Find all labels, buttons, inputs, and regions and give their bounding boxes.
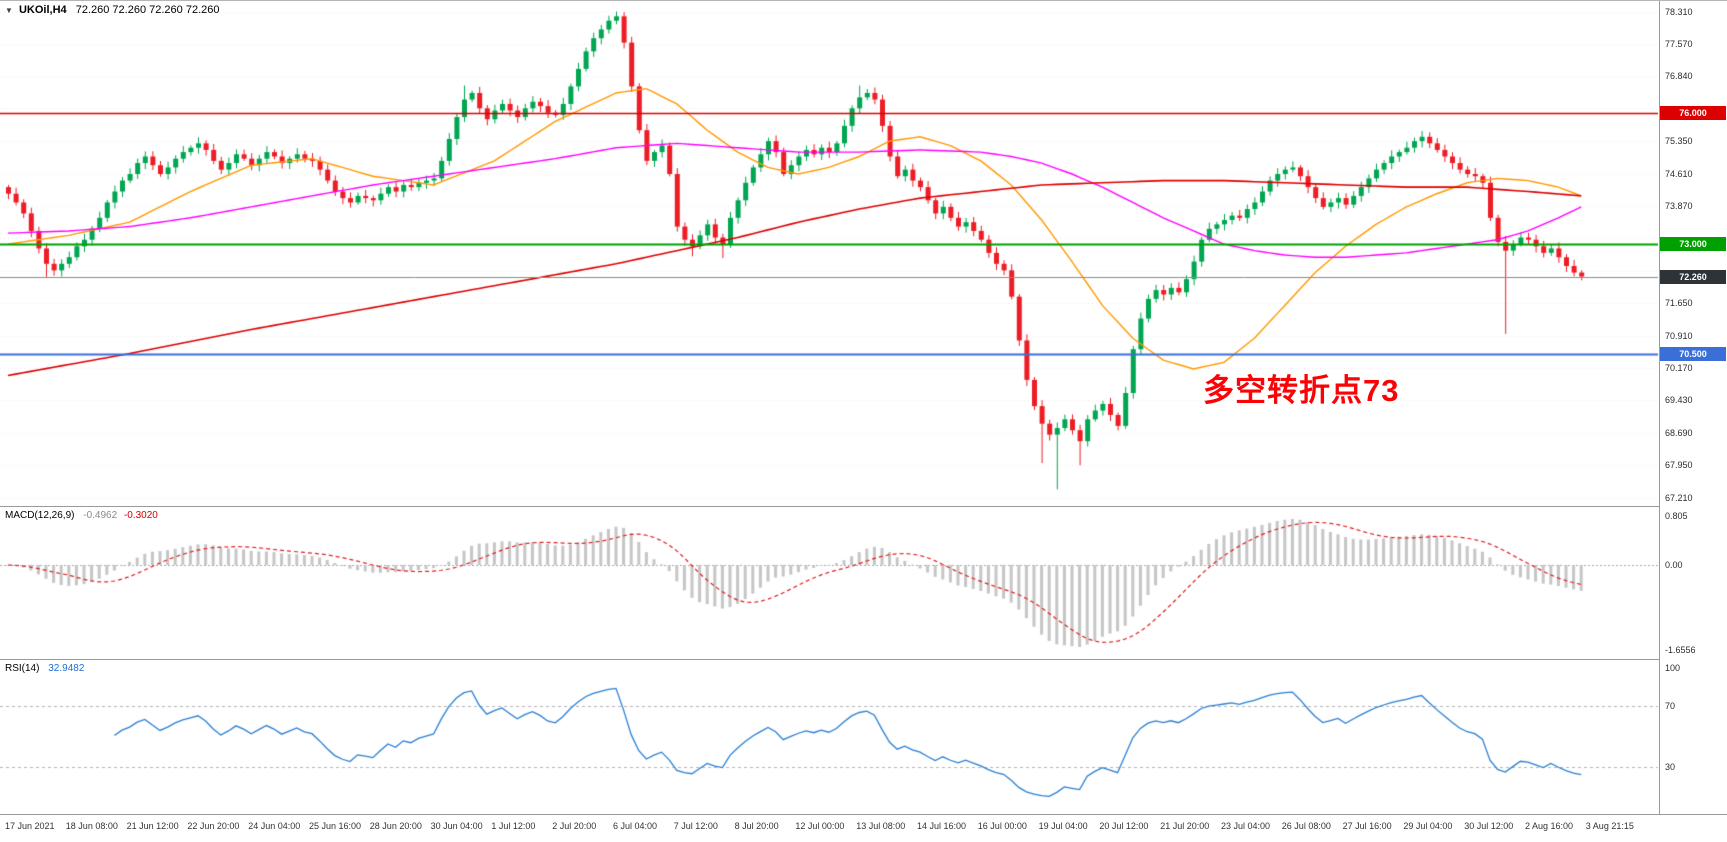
symbol-title: UKOil,H4 bbox=[18, 4, 67, 16]
time-scale[interactable]: 17 Jun 2021 18 Jun 08:00 21 Jun 12:00 22 Ju… bbox=[0, 814, 1727, 842]
price-scale[interactable]: 78.310 77.570 76.840 75.350 74.610 73.870 71.6… bbox=[1659, 1, 1727, 814]
price-tick: 68.690 bbox=[1665, 428, 1693, 438]
time-tick: 8 Jul 20:00 bbox=[734, 821, 779, 831]
time-tick: 7 Jul 12:00 bbox=[673, 821, 718, 831]
time-tick: 2 Jul 20:00 bbox=[552, 821, 597, 831]
time-tick: 6 Jul 04:00 bbox=[613, 821, 658, 831]
time-tick: 21 Jul 20:00 bbox=[1160, 821, 1210, 831]
ohlc-quotes: 72.260 72.260 72.260 72.260 bbox=[75, 4, 220, 16]
macd-panel-label: MACD(12,26,9) -0.4962 -0.3020 bbox=[5, 510, 158, 521]
time-tick: 23 Jul 04:00 bbox=[1221, 821, 1271, 831]
rsi-tick: 30 bbox=[1665, 762, 1676, 772]
price-tick: 76.840 bbox=[1665, 71, 1693, 81]
price-badge-70500: 70.500 bbox=[1660, 347, 1726, 361]
price-tick: 69.430 bbox=[1665, 395, 1693, 405]
time-tick: 30 Jul 12:00 bbox=[1464, 821, 1514, 831]
annotation-text: 多空转折点73 bbox=[1203, 373, 1400, 408]
time-tick: 21 Jun 12:00 bbox=[126, 821, 179, 831]
rsi-panel-label: RSI(14) 32.9482 bbox=[5, 663, 84, 674]
time-tick: 18 Jun 08:00 bbox=[65, 821, 118, 831]
panel-separator-macd[interactable] bbox=[0, 506, 1659, 507]
symbol-marker-icon: ▼ bbox=[5, 6, 13, 15]
time-tick: 24 Jun 04:00 bbox=[248, 821, 301, 831]
price-tick: 74.610 bbox=[1665, 169, 1693, 179]
time-tick: 1 Jul 12:00 bbox=[491, 821, 536, 831]
macd-tick: 0.00 bbox=[1665, 560, 1683, 570]
price-badge-73000: 73.000 bbox=[1660, 237, 1726, 251]
time-tick: 19 Jul 04:00 bbox=[1038, 821, 1088, 831]
rsi-tick: 100 bbox=[1665, 663, 1681, 673]
time-tick: 3 Aug 21:15 bbox=[1585, 821, 1634, 831]
price-tick: 71.650 bbox=[1665, 298, 1693, 308]
price-tick: 70.910 bbox=[1665, 331, 1693, 341]
time-tick: 12 Jul 00:00 bbox=[795, 821, 845, 831]
time-tick: 29 Jul 04:00 bbox=[1403, 821, 1453, 831]
price-tick: 77.570 bbox=[1665, 39, 1693, 49]
time-tick: 25 Jun 16:00 bbox=[309, 821, 362, 831]
macd-main-value: -0.4962 bbox=[83, 510, 118, 521]
time-tick: 14 Jul 16:00 bbox=[917, 821, 967, 831]
price-tick: 67.950 bbox=[1665, 460, 1693, 470]
time-tick: 28 Jun 20:00 bbox=[369, 821, 422, 831]
chart-header: ▼ UKOil,H4 72.260 72.260 72.260 72.260 bbox=[5, 4, 219, 16]
macd-tick: 0.805 bbox=[1665, 511, 1688, 521]
price-tick: 73.870 bbox=[1665, 201, 1693, 211]
time-tick: 20 Jul 12:00 bbox=[1099, 821, 1149, 831]
time-tick: 16 Jul 00:00 bbox=[977, 821, 1027, 831]
macd-indicator-name: MACD(12,26,9) bbox=[5, 510, 75, 521]
time-tick: 17 Jun 2021 bbox=[5, 821, 55, 831]
price-tick: 75.350 bbox=[1665, 136, 1693, 146]
macd-tick: -1.6556 bbox=[1665, 645, 1696, 655]
rsi-indicator-name: RSI(14) bbox=[5, 663, 40, 674]
time-tick: 27 Jul 16:00 bbox=[1342, 821, 1392, 831]
rsi-tick: 70 bbox=[1665, 701, 1676, 711]
time-tick: 13 Jul 08:00 bbox=[856, 821, 906, 831]
time-tick: 22 Jun 20:00 bbox=[187, 821, 240, 831]
time-tick: 2 Aug 16:00 bbox=[1525, 821, 1574, 831]
price-tick: 67.210 bbox=[1665, 493, 1693, 503]
macd-signal-value: -0.3020 bbox=[123, 510, 158, 521]
time-tick: 30 Jun 04:00 bbox=[430, 821, 483, 831]
price-badge-72260: 72.260 bbox=[1660, 270, 1726, 284]
rsi-value: 32.9482 bbox=[48, 663, 85, 674]
time-tick: 26 Jul 08:00 bbox=[1281, 821, 1331, 831]
price-tick: 70.170 bbox=[1665, 363, 1693, 373]
price-badge-76000: 76.000 bbox=[1660, 106, 1726, 120]
price-tick: 78.310 bbox=[1665, 7, 1693, 17]
panel-separator-rsi[interactable] bbox=[0, 659, 1659, 660]
